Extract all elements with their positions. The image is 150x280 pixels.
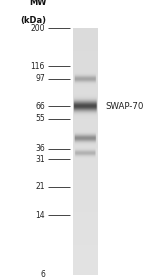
Text: MW: MW (29, 0, 46, 7)
Text: 31: 31 (35, 155, 45, 164)
Text: 200: 200 (30, 24, 45, 32)
Text: 21: 21 (35, 182, 45, 191)
Text: 55: 55 (35, 114, 45, 123)
Text: (kDa): (kDa) (20, 16, 46, 25)
Text: 66: 66 (35, 102, 45, 111)
Text: SWAP-70: SWAP-70 (106, 102, 144, 111)
Text: 36: 36 (35, 144, 45, 153)
Text: 6: 6 (40, 270, 45, 279)
Text: 97: 97 (35, 74, 45, 83)
Text: 14: 14 (35, 211, 45, 220)
Text: 116: 116 (30, 62, 45, 71)
